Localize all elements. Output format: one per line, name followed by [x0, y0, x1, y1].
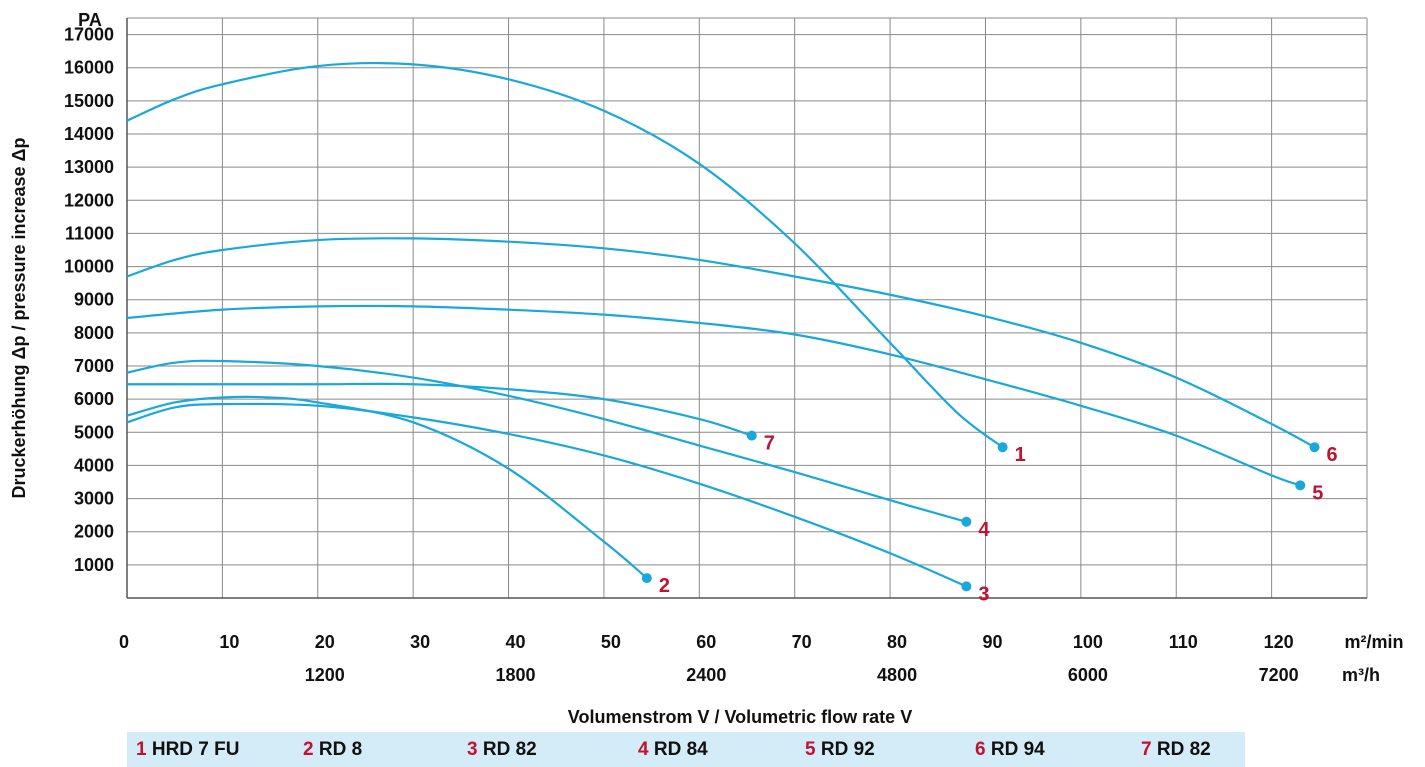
legend-item-5: 5 RD 92 — [805, 739, 875, 761]
y-tick-label: 9000 — [74, 290, 114, 310]
x2-tick-label: 4800 — [877, 665, 917, 685]
legend-label: HRD 7 FU — [151, 739, 240, 760]
x2-tick-label: 2400 — [686, 665, 726, 685]
x-tick-label: 60 — [696, 632, 716, 652]
x-tick-label: 80 — [887, 632, 907, 652]
legend-label: RD 82 — [1156, 739, 1211, 760]
legend-bar: 1 HRD 7 FU 2 RD 8 3 RD 82 4 RD 84 5 RD 9… — [127, 732, 1245, 767]
curve-end-marker-3 — [961, 581, 972, 592]
pressure-chart: 1000200030004000500060007000800090001000… — [9, 10, 1404, 727]
legend-number: 6 — [975, 739, 986, 760]
x-axis-title: Volumenstrom V / Volumetric flow rate V — [568, 707, 912, 727]
legend-label: RD 94 — [990, 739, 1045, 760]
y-tick-label: 8000 — [74, 323, 114, 343]
x-tick-label: 100 — [1073, 632, 1103, 652]
legend-item-4: 4 RD 84 — [638, 739, 708, 761]
x2-tick-label: 6000 — [1068, 665, 1108, 685]
x2-tick-label: 1800 — [496, 665, 536, 685]
x-tick-label: 50 — [601, 632, 621, 652]
legend-item-7: 7 RD 82 — [1141, 739, 1211, 761]
curve-label-4: 4 — [978, 519, 990, 541]
y-tick-label: 12000 — [64, 190, 114, 210]
curve-2 — [126, 395, 648, 579]
curve-3 — [126, 402, 967, 588]
curve-label-6: 6 — [1327, 444, 1338, 466]
x-tick-label: 110 — [1169, 632, 1198, 652]
x-tick-label: 40 — [506, 632, 526, 652]
x-unit-label: m²/min — [1344, 632, 1403, 652]
curve-label-2: 2 — [659, 575, 670, 597]
x2-tick-label: 7200 — [1259, 665, 1299, 685]
x-tick-label: 0 — [119, 632, 129, 652]
legend-label: RD 84 — [653, 739, 708, 760]
legend-label: RD 8 — [318, 739, 363, 760]
y-axis-title: Druckerhöhung Δp / pressure increase Δp — [9, 138, 29, 499]
y-tick-label: 4000 — [74, 455, 114, 475]
y-tick-label: 16000 — [64, 58, 114, 78]
y-tick-label: 11000 — [65, 223, 114, 243]
y-tick-label: 3000 — [74, 489, 114, 509]
curve-label-3: 3 — [978, 583, 989, 605]
legend-item-6: 6 RD 94 — [975, 739, 1045, 761]
legend-number: 2 — [303, 739, 314, 760]
curve-end-marker-5 — [1295, 480, 1306, 491]
curve-6 — [126, 237, 1316, 449]
curve-end-marker-7 — [746, 430, 757, 441]
curve-end-marker-2 — [641, 573, 652, 584]
legend-number: 7 — [1141, 739, 1152, 760]
x-tick-label: 90 — [982, 632, 1002, 652]
legend-number: 3 — [467, 739, 478, 760]
y-tick-label: 5000 — [74, 422, 114, 442]
y-tick-label: 2000 — [74, 522, 114, 542]
curve-label-1: 1 — [1015, 444, 1026, 466]
legend-number: 5 — [805, 739, 816, 760]
legend-label: RD 82 — [482, 739, 537, 760]
legend-label: RD 92 — [820, 739, 875, 760]
y-tick-label: 7000 — [74, 356, 114, 376]
y-tick-label: 10000 — [64, 257, 114, 277]
x-tick-label: 30 — [410, 632, 430, 652]
curve-end-marker-4 — [961, 516, 972, 527]
x2-tick-label: 1200 — [305, 665, 345, 685]
legend-item-2: 2 RD 8 — [303, 739, 362, 761]
legend-item-1: 1 HRD 7 FU — [136, 739, 239, 761]
y-tick-label: 14000 — [64, 124, 114, 144]
x-tick-label: 70 — [792, 632, 812, 652]
x-tick-label: 10 — [219, 632, 239, 652]
x2-unit-label: m³/h — [1342, 665, 1380, 685]
curve-end-marker-6 — [1309, 442, 1320, 453]
y-tick-label: 15000 — [64, 91, 114, 111]
curve-5 — [126, 304, 1301, 487]
curve-1 — [126, 61, 1004, 449]
x-tick-label: 20 — [315, 632, 335, 652]
curve-label-7: 7 — [764, 433, 775, 455]
curve-7 — [126, 382, 753, 437]
curve-label-5: 5 — [1312, 482, 1323, 504]
legend-item-3: 3 RD 82 — [467, 739, 537, 761]
y-unit-label: PA — [78, 10, 102, 30]
y-tick-label: 6000 — [74, 389, 114, 409]
curve-4 — [126, 359, 967, 523]
y-tick-label: 17000 — [64, 25, 114, 45]
x-tick-label: 120 — [1264, 632, 1294, 652]
curve-end-marker-1 — [997, 442, 1008, 453]
y-tick-label: 13000 — [64, 157, 114, 177]
y-tick-label: 1000 — [74, 555, 114, 575]
legend-number: 4 — [638, 739, 649, 760]
legend-number: 1 — [136, 739, 147, 760]
